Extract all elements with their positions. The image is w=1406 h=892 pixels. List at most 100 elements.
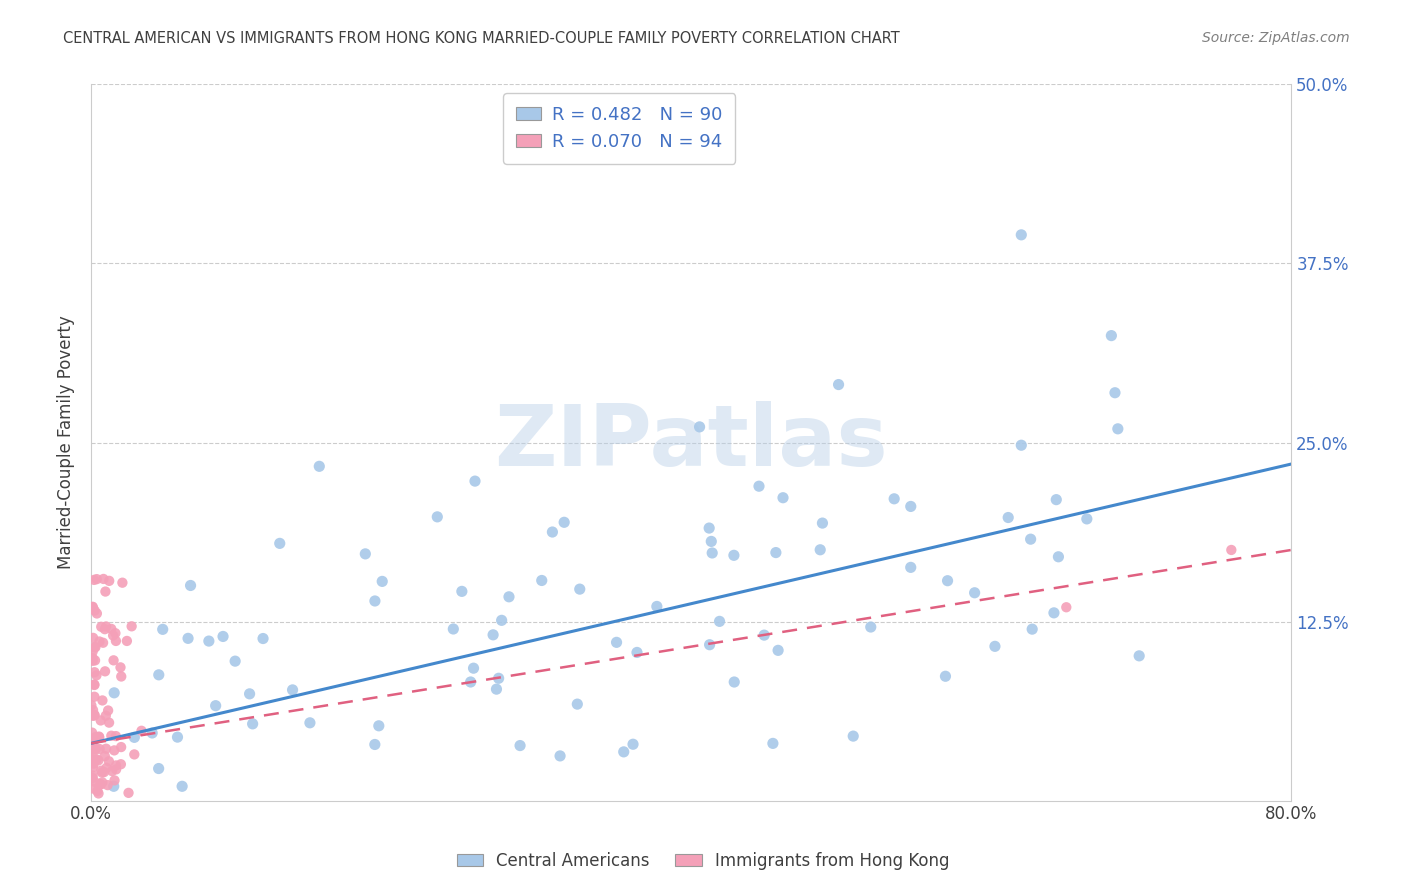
Point bbox=[488, 671, 510, 685]
Point bbox=[100, 622, 122, 636]
Point bbox=[82, 600, 104, 615]
Legend: Central Americans, Immigrants from Hong Kong: Central Americans, Immigrants from Hong … bbox=[450, 846, 956, 877]
Point bbox=[94, 708, 117, 723]
Point bbox=[1099, 328, 1122, 343]
Point bbox=[105, 763, 128, 777]
Point bbox=[84, 731, 107, 746]
Point bbox=[482, 628, 505, 642]
Point bbox=[124, 747, 146, 762]
Point bbox=[1107, 422, 1129, 436]
Point bbox=[83, 708, 105, 723]
Point bbox=[83, 573, 105, 587]
Point bbox=[772, 491, 794, 505]
Point bbox=[131, 723, 153, 738]
Point bbox=[84, 741, 107, 756]
Point bbox=[84, 640, 107, 655]
Point bbox=[89, 731, 111, 745]
Point bbox=[121, 619, 143, 633]
Point bbox=[97, 778, 120, 792]
Point bbox=[1019, 532, 1042, 546]
Point bbox=[90, 764, 112, 778]
Point bbox=[115, 634, 138, 648]
Point bbox=[93, 572, 115, 586]
Point bbox=[110, 669, 132, 683]
Point bbox=[94, 619, 117, 633]
Point bbox=[354, 547, 377, 561]
Point bbox=[82, 725, 104, 739]
Point bbox=[212, 630, 235, 644]
Point bbox=[811, 516, 834, 530]
Text: CENTRAL AMERICAN VS IMMIGRANTS FROM HONG KONG MARRIED-COUPLE FAMILY POVERTY CORR: CENTRAL AMERICAN VS IMMIGRANTS FROM HONG… bbox=[63, 31, 900, 46]
Point bbox=[997, 510, 1019, 524]
Point bbox=[900, 560, 922, 574]
Point bbox=[900, 500, 922, 514]
Point bbox=[82, 747, 104, 761]
Point bbox=[104, 634, 127, 648]
Point bbox=[766, 643, 789, 657]
Point bbox=[97, 704, 120, 718]
Point bbox=[606, 635, 628, 649]
Y-axis label: Married-Couple Family Poverty: Married-Couple Family Poverty bbox=[58, 316, 75, 569]
Point bbox=[82, 735, 104, 749]
Point bbox=[699, 638, 721, 652]
Point bbox=[883, 491, 905, 506]
Point bbox=[87, 730, 110, 744]
Point bbox=[82, 599, 104, 614]
Point bbox=[697, 521, 720, 535]
Point bbox=[963, 586, 986, 600]
Point bbox=[90, 714, 112, 728]
Point bbox=[621, 737, 644, 751]
Point bbox=[101, 764, 124, 778]
Point bbox=[485, 682, 508, 697]
Point bbox=[613, 142, 636, 156]
Point bbox=[98, 574, 121, 588]
Point bbox=[82, 601, 104, 615]
Point bbox=[82, 654, 104, 668]
Point bbox=[148, 668, 170, 682]
Point bbox=[83, 640, 105, 655]
Point bbox=[148, 762, 170, 776]
Point bbox=[83, 775, 105, 789]
Point bbox=[180, 578, 202, 592]
Point bbox=[82, 760, 104, 774]
Text: Source: ZipAtlas.com: Source: ZipAtlas.com bbox=[1202, 31, 1350, 45]
Point bbox=[82, 771, 104, 785]
Point bbox=[97, 754, 120, 768]
Point bbox=[124, 731, 146, 745]
Point bbox=[86, 752, 108, 766]
Point bbox=[83, 603, 105, 617]
Point bbox=[177, 632, 200, 646]
Point bbox=[89, 778, 111, 792]
Point bbox=[364, 738, 387, 752]
Point bbox=[86, 607, 108, 621]
Point bbox=[689, 420, 711, 434]
Point bbox=[104, 626, 127, 640]
Point bbox=[450, 584, 472, 599]
Point bbox=[166, 730, 188, 744]
Point bbox=[83, 665, 105, 680]
Point bbox=[198, 634, 221, 648]
Point bbox=[86, 572, 108, 586]
Point bbox=[1010, 438, 1032, 452]
Point bbox=[83, 690, 105, 704]
Point bbox=[827, 377, 849, 392]
Point bbox=[568, 582, 591, 596]
Point bbox=[859, 620, 882, 634]
Point bbox=[84, 730, 107, 744]
Point bbox=[111, 575, 134, 590]
Point bbox=[103, 773, 125, 788]
Point bbox=[1045, 492, 1067, 507]
Point bbox=[936, 574, 959, 588]
Point bbox=[242, 716, 264, 731]
Point bbox=[82, 703, 104, 717]
Point bbox=[748, 479, 770, 493]
Point bbox=[709, 615, 731, 629]
Point bbox=[567, 697, 589, 711]
Point bbox=[1054, 600, 1077, 615]
Legend: R = 0.482   N = 90, R = 0.070   N = 94: R = 0.482 N = 90, R = 0.070 N = 94 bbox=[503, 94, 735, 164]
Point bbox=[82, 768, 104, 782]
Point bbox=[808, 542, 831, 557]
Point bbox=[101, 628, 124, 642]
Point bbox=[1076, 512, 1098, 526]
Point bbox=[82, 708, 104, 723]
